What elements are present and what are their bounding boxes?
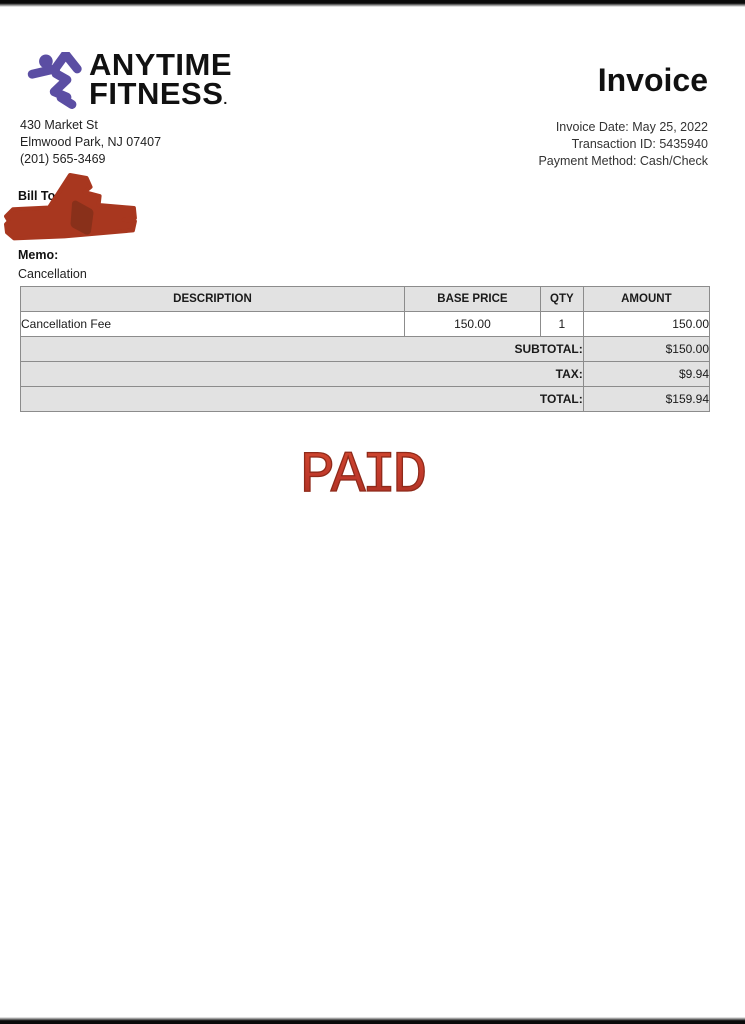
svg-text:PAID: PAID [300,444,424,501]
